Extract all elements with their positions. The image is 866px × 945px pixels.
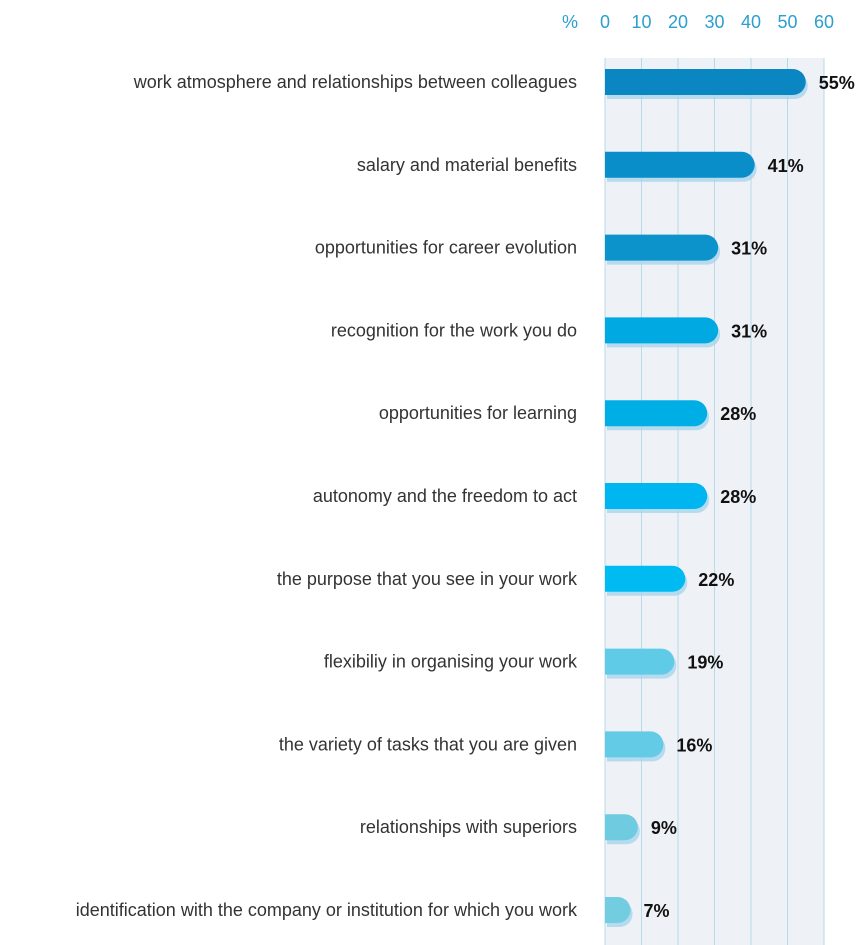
value-label: 31% bbox=[731, 239, 767, 259]
value-label: 28% bbox=[720, 487, 756, 507]
bar-row: flexibiliy in organising your work 19% bbox=[324, 648, 723, 679]
bar bbox=[605, 400, 708, 427]
category-label: salary and material benefits bbox=[357, 155, 577, 175]
bar bbox=[605, 814, 638, 841]
bar-row: identification with the company or insti… bbox=[76, 897, 670, 927]
value-label: 19% bbox=[687, 653, 723, 673]
category-label: the purpose that you see in your work bbox=[277, 569, 578, 589]
category-label: relationships with superiors bbox=[360, 817, 577, 837]
category-label: autonomy and the freedom to act bbox=[313, 486, 577, 506]
bar bbox=[605, 731, 664, 758]
x-tick-label: 0 bbox=[600, 12, 610, 32]
bar-row: salary and material benefits 41% bbox=[357, 151, 804, 182]
value-label: 41% bbox=[768, 156, 804, 176]
x-tick-label: 30 bbox=[704, 12, 724, 32]
x-tick-label: 10 bbox=[631, 12, 651, 32]
bar-row: relationships with superiors 9% bbox=[360, 814, 677, 845]
x-tick-label: 20 bbox=[668, 12, 688, 32]
category-label: opportunities for career evolution bbox=[315, 238, 577, 258]
category-label: work atmosphere and relationships betwee… bbox=[133, 72, 577, 92]
value-label: 28% bbox=[720, 404, 756, 424]
bar bbox=[605, 234, 719, 261]
bar-row: the variety of tasks that you are given 1… bbox=[279, 731, 712, 762]
x-tick-label: 40 bbox=[741, 12, 761, 32]
category-label: the variety of tasks that you are given bbox=[279, 734, 577, 754]
bar-row: work atmosphere and relationships betwee… bbox=[133, 69, 855, 99]
bar-row: opportunities for learning 28% bbox=[379, 400, 756, 431]
category-label: opportunities for learning bbox=[379, 403, 577, 423]
bar bbox=[605, 565, 686, 592]
x-tick-label: 60 bbox=[814, 12, 834, 32]
category-label: identification with the company or insti… bbox=[76, 900, 578, 920]
bar-row: opportunities for career evolution 31% bbox=[315, 234, 767, 265]
value-label: 16% bbox=[676, 735, 712, 755]
bar bbox=[605, 648, 675, 675]
x-axis-ticks: 0 10 20 30 40 50 60 bbox=[600, 12, 834, 32]
bar bbox=[605, 151, 755, 178]
axis-unit-label: % bbox=[562, 12, 578, 32]
category-label: recognition for the work you do bbox=[331, 320, 577, 340]
x-tick-label: 50 bbox=[777, 12, 797, 32]
category-label: flexibiliy in organising your work bbox=[324, 652, 578, 672]
bars: work atmosphere and relationships betwee… bbox=[76, 69, 855, 927]
value-label: 55% bbox=[819, 73, 855, 93]
bar-row: autonomy and the freedom to act 28% bbox=[313, 483, 756, 513]
bar bbox=[605, 897, 631, 923]
bar-row: recognition for the work you do 31% bbox=[331, 317, 767, 348]
value-label: 22% bbox=[698, 570, 734, 590]
value-label: 7% bbox=[644, 901, 670, 921]
bar bbox=[605, 483, 708, 509]
bar-row: the purpose that you see in your work 22% bbox=[277, 565, 734, 596]
value-label: 9% bbox=[651, 818, 677, 838]
value-label: 31% bbox=[731, 321, 767, 341]
bar bbox=[605, 69, 806, 95]
bar bbox=[605, 317, 719, 344]
